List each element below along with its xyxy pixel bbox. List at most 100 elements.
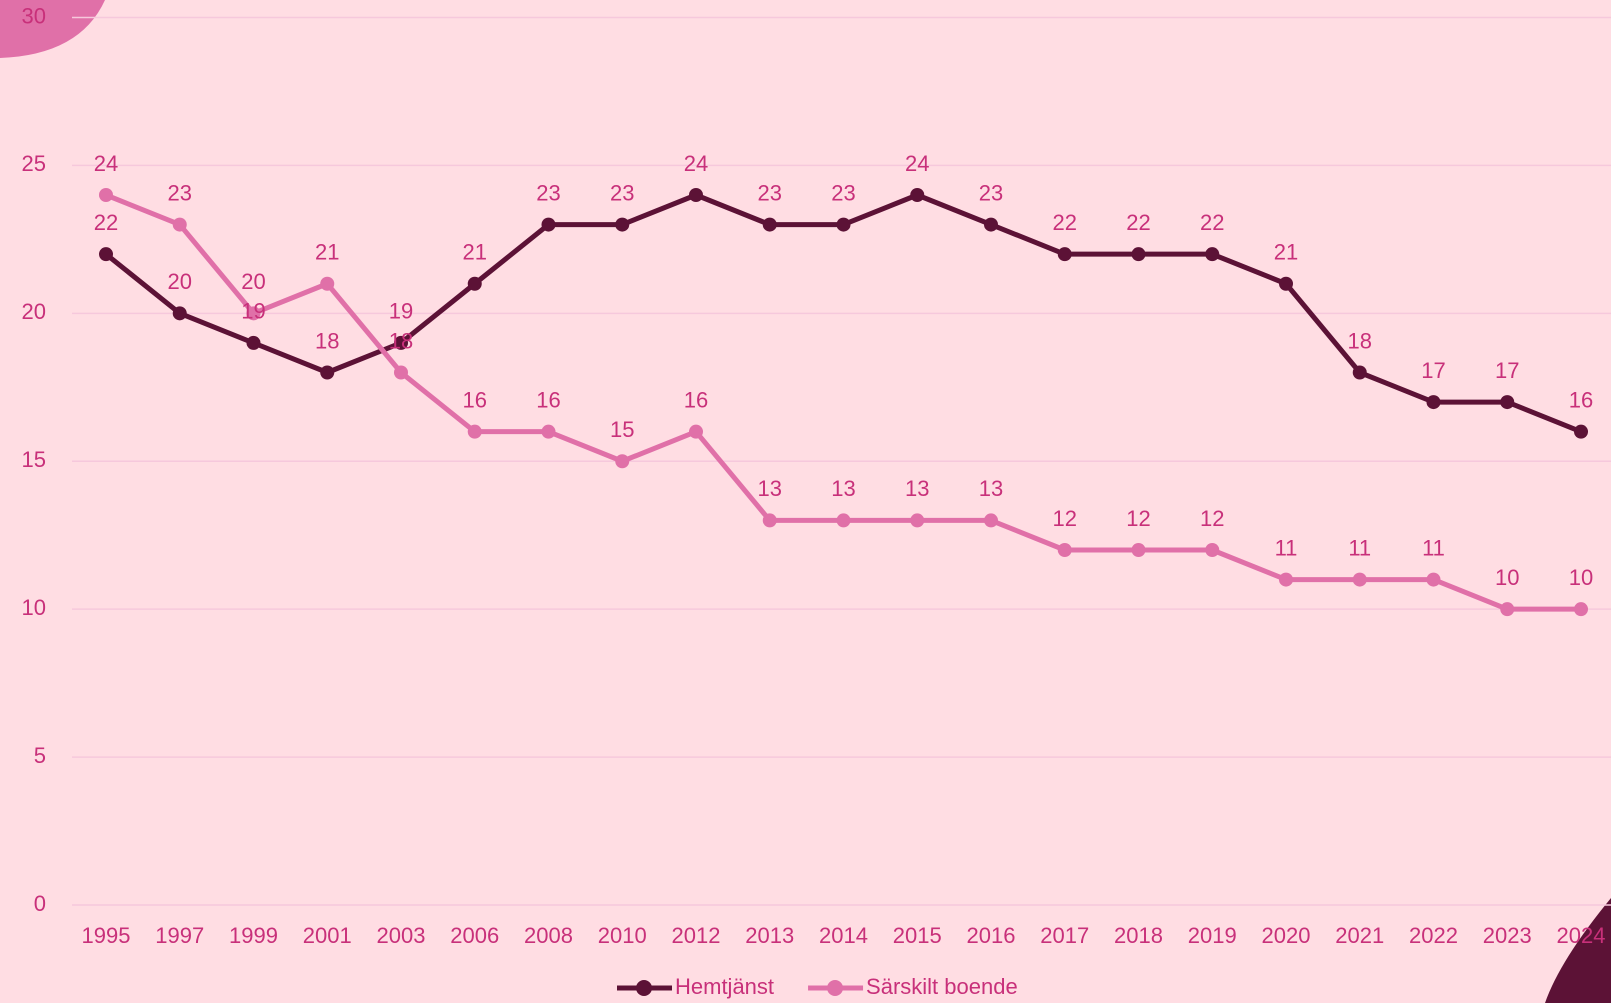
data-point xyxy=(689,425,703,439)
y-tick-label: 25 xyxy=(22,151,46,176)
y-tick-label: 10 xyxy=(22,595,46,620)
data-label: 11 xyxy=(1422,535,1445,560)
x-tick-label: 2001 xyxy=(303,923,352,948)
data-point xyxy=(984,218,998,232)
data-label: 22 xyxy=(1126,210,1150,235)
data-point xyxy=(1205,543,1219,557)
data-point xyxy=(1279,277,1293,291)
data-label: 24 xyxy=(905,151,929,176)
data-point xyxy=(1132,543,1146,557)
y-tick-label: 15 xyxy=(22,447,46,472)
x-tick-label: 2021 xyxy=(1335,923,1384,948)
data-point xyxy=(320,366,334,380)
x-tick-label: 1997 xyxy=(155,923,204,948)
data-point xyxy=(247,336,261,350)
x-tick-label: 2012 xyxy=(672,923,721,948)
data-label: 18 xyxy=(389,328,413,353)
data-label: 23 xyxy=(536,180,560,205)
data-label: 18 xyxy=(315,328,339,353)
data-label: 12 xyxy=(1053,506,1077,531)
data-point xyxy=(763,218,777,232)
data-label: 13 xyxy=(905,476,929,501)
data-label: 21 xyxy=(1274,240,1298,265)
data-label: 21 xyxy=(315,240,339,265)
data-point xyxy=(1058,543,1072,557)
data-point xyxy=(910,513,924,527)
data-label: 19 xyxy=(241,299,265,324)
data-point xyxy=(1574,602,1588,616)
background xyxy=(0,0,1611,1003)
x-tick-label: 1999 xyxy=(229,923,278,948)
data-point xyxy=(1353,573,1367,587)
data-point xyxy=(1132,247,1146,261)
x-tick-label: 1995 xyxy=(82,923,131,948)
data-label: 12 xyxy=(1200,506,1224,531)
data-label: 23 xyxy=(831,180,855,205)
data-label: 17 xyxy=(1421,358,1445,383)
legend-marker xyxy=(636,980,652,996)
data-point xyxy=(542,425,556,439)
x-tick-label: 2017 xyxy=(1040,923,1089,948)
data-label: 18 xyxy=(1348,328,1372,353)
y-tick-label: 0 xyxy=(34,891,46,916)
data-point xyxy=(99,247,113,261)
data-point xyxy=(394,366,408,380)
x-tick-label: 2022 xyxy=(1409,923,1458,948)
y-tick-label: 30 xyxy=(22,3,46,28)
data-label: 10 xyxy=(1495,565,1519,590)
legend-marker xyxy=(827,980,843,996)
data-label: 23 xyxy=(758,180,782,205)
chart: 0510152025301995199719992001200320062008… xyxy=(0,0,1611,1003)
x-tick-label: 2014 xyxy=(819,923,868,948)
data-point xyxy=(1058,247,1072,261)
data-point xyxy=(1353,366,1367,380)
data-label: 11 xyxy=(1348,535,1371,560)
data-point xyxy=(1500,602,1514,616)
data-point xyxy=(1574,425,1588,439)
x-tick-label: 2023 xyxy=(1483,923,1532,948)
data-point xyxy=(468,425,482,439)
data-label: 16 xyxy=(536,387,560,412)
x-tick-label: 2015 xyxy=(893,923,942,948)
data-point xyxy=(689,188,703,202)
x-tick-label: 2013 xyxy=(745,923,794,948)
data-label: 20 xyxy=(168,269,192,294)
data-point xyxy=(320,277,334,291)
data-point xyxy=(615,454,629,468)
data-label: 11 xyxy=(1275,535,1298,560)
data-point xyxy=(173,218,187,232)
data-point xyxy=(763,513,777,527)
x-tick-label: 2016 xyxy=(967,923,1016,948)
data-label: 23 xyxy=(979,180,1003,205)
data-point xyxy=(615,218,629,232)
data-label: 24 xyxy=(684,151,708,176)
data-point xyxy=(1500,395,1514,409)
data-label: 22 xyxy=(94,210,118,235)
y-tick-label: 20 xyxy=(22,299,46,324)
data-label: 23 xyxy=(610,180,634,205)
data-label: 10 xyxy=(1569,565,1593,590)
y-tick-label: 5 xyxy=(34,743,46,768)
data-label: 16 xyxy=(1569,387,1593,412)
data-label: 17 xyxy=(1495,358,1519,383)
data-label: 20 xyxy=(241,269,265,294)
data-point xyxy=(468,277,482,291)
data-label: 13 xyxy=(979,476,1003,501)
data-label: 24 xyxy=(94,151,118,176)
data-point xyxy=(837,218,851,232)
data-point xyxy=(984,513,998,527)
data-label: 16 xyxy=(463,387,487,412)
data-label: 15 xyxy=(610,417,634,442)
legend-label: Särskilt boende xyxy=(866,974,1018,999)
data-label: 21 xyxy=(463,240,487,265)
data-point xyxy=(1279,573,1293,587)
x-tick-label: 2018 xyxy=(1114,923,1163,948)
x-tick-label: 2006 xyxy=(450,923,499,948)
data-point xyxy=(910,188,924,202)
data-point xyxy=(173,306,187,320)
data-point xyxy=(1427,573,1441,587)
data-label: 16 xyxy=(684,387,708,412)
data-point xyxy=(99,188,113,202)
page: 0510152025301995199719992001200320062008… xyxy=(0,0,1611,1003)
data-label: 19 xyxy=(389,299,413,324)
